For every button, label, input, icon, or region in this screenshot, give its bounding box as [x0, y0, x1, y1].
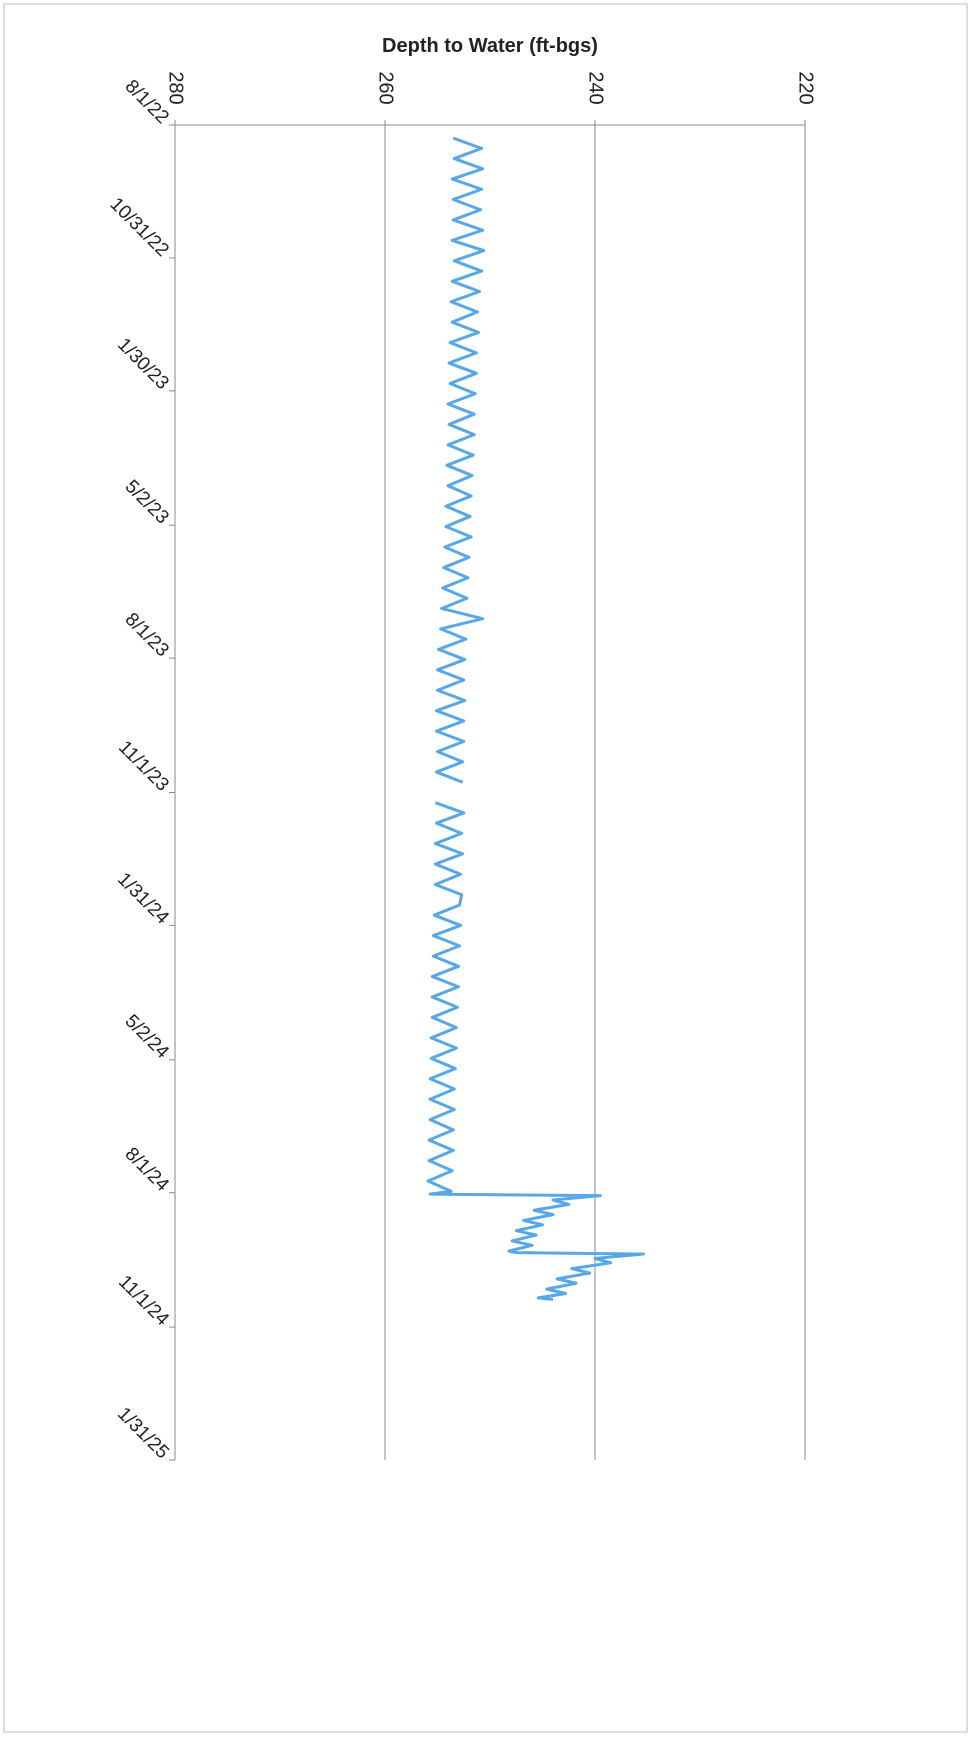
chart-title: Depth to Water (ft-bgs)	[382, 35, 598, 57]
y-tick-label: 260	[375, 71, 397, 104]
x-tick-label: 10/31/22	[106, 194, 173, 261]
page-frame	[3, 3, 968, 1733]
y-tick-label: 240	[585, 71, 607, 104]
x-tick-label: 8/1/24	[121, 1144, 174, 1197]
x-tick-label: 5/2/24	[121, 1011, 174, 1064]
y-tick-label: 280	[165, 71, 187, 104]
x-tick-label: 11/1/24	[114, 1271, 173, 1330]
y-tick-label: 220	[795, 71, 817, 104]
data-line	[434, 136, 486, 784]
x-tick-label: 1/31/24	[113, 869, 173, 929]
x-tick-label: 11/1/23	[114, 737, 173, 796]
x-tick-label: 8/1/23	[121, 609, 173, 661]
x-tick-label: 5/2/23	[121, 476, 173, 528]
x-tick-label: 1/30/23	[113, 334, 173, 394]
x-tick-label: 1/31/25	[113, 1403, 173, 1463]
data-line	[426, 801, 645, 1301]
